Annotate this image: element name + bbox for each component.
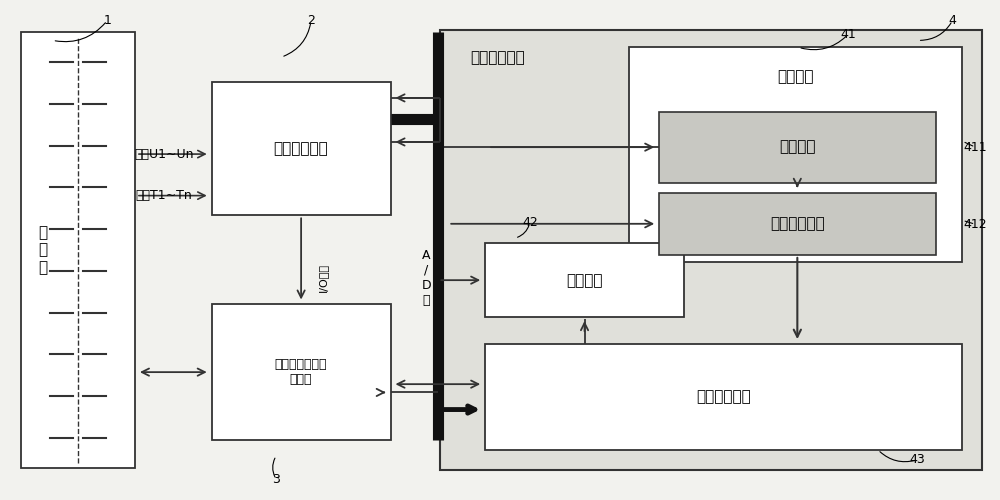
Bar — [629, 48, 962, 262]
Text: 车载电源: 车载电源 — [779, 140, 816, 154]
Text: 温度T1~Tn: 温度T1~Tn — [136, 189, 192, 202]
Bar — [659, 112, 936, 183]
Bar — [21, 32, 135, 468]
Text: 电
池
组: 电 池 组 — [38, 225, 47, 275]
Bar — [212, 82, 391, 216]
Text: I/O输出: I/O输出 — [318, 263, 328, 292]
Text: 412: 412 — [964, 218, 987, 231]
Text: 42: 42 — [522, 216, 538, 229]
Bar — [212, 304, 391, 440]
Text: 能量转移模块: 能量转移模块 — [470, 50, 525, 66]
Bar — [659, 192, 936, 255]
Text: 2: 2 — [307, 14, 315, 27]
Text: 电压U1~Un: 电压U1~Un — [134, 148, 194, 160]
Text: 充电单元: 充电单元 — [778, 70, 814, 84]
Text: 41: 41 — [840, 28, 856, 41]
Bar — [485, 243, 684, 317]
Bar — [440, 30, 982, 469]
Text: 4: 4 — [949, 14, 956, 27]
Bar — [485, 344, 962, 450]
Text: 3: 3 — [272, 473, 280, 486]
Text: 可控双向开关阵
列模组: 可控双向开关阵 列模组 — [275, 358, 327, 386]
Text: 43: 43 — [910, 453, 926, 466]
Text: A
/
D
口: A / D 口 — [422, 248, 431, 306]
Text: 电池管理单元: 电池管理单元 — [274, 141, 328, 156]
Text: 放电单元: 放电单元 — [566, 272, 603, 287]
Text: 可控稳压模块: 可控稳压模块 — [770, 216, 825, 232]
Text: 超级电容模块: 超级电容模块 — [696, 390, 751, 404]
Text: 411: 411 — [964, 140, 987, 153]
Text: 1: 1 — [103, 14, 111, 27]
